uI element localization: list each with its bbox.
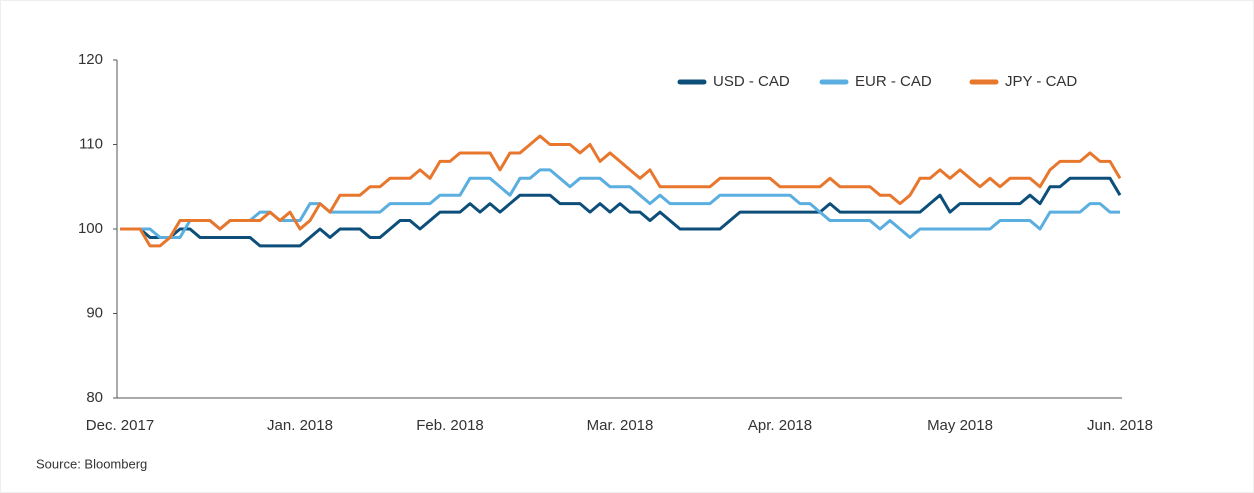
- legend-label: JPY - CAD: [1005, 73, 1077, 90]
- x-tick-label: Feb. 2018: [416, 417, 484, 434]
- source: Source: Bloomberg: [36, 456, 147, 471]
- x-tick-label: Jan. 2018: [267, 417, 333, 434]
- x-tick-label: May 2018: [927, 417, 993, 434]
- y-tick-label: 110: [79, 135, 103, 152]
- x-tick-label: Jun. 2018: [1087, 417, 1153, 434]
- x-tick-label: Apr. 2018: [748, 417, 812, 434]
- line-series: [120, 168, 1120, 239]
- y-tick-label: 120: [78, 51, 103, 68]
- x-tick-label: Mar. 2018: [587, 417, 654, 434]
- y-tick-label: 80: [86, 389, 103, 406]
- y-tick-label: 100: [78, 220, 103, 237]
- line-series: [120, 176, 1122, 248]
- x-tick-label: Dec. 2017: [86, 417, 154, 434]
- legend-label: EUR - CAD: [855, 73, 932, 90]
- y-tick-label: 90: [86, 304, 103, 321]
- legend-label: USD - CAD: [713, 73, 790, 90]
- line-series: [120, 134, 1122, 248]
